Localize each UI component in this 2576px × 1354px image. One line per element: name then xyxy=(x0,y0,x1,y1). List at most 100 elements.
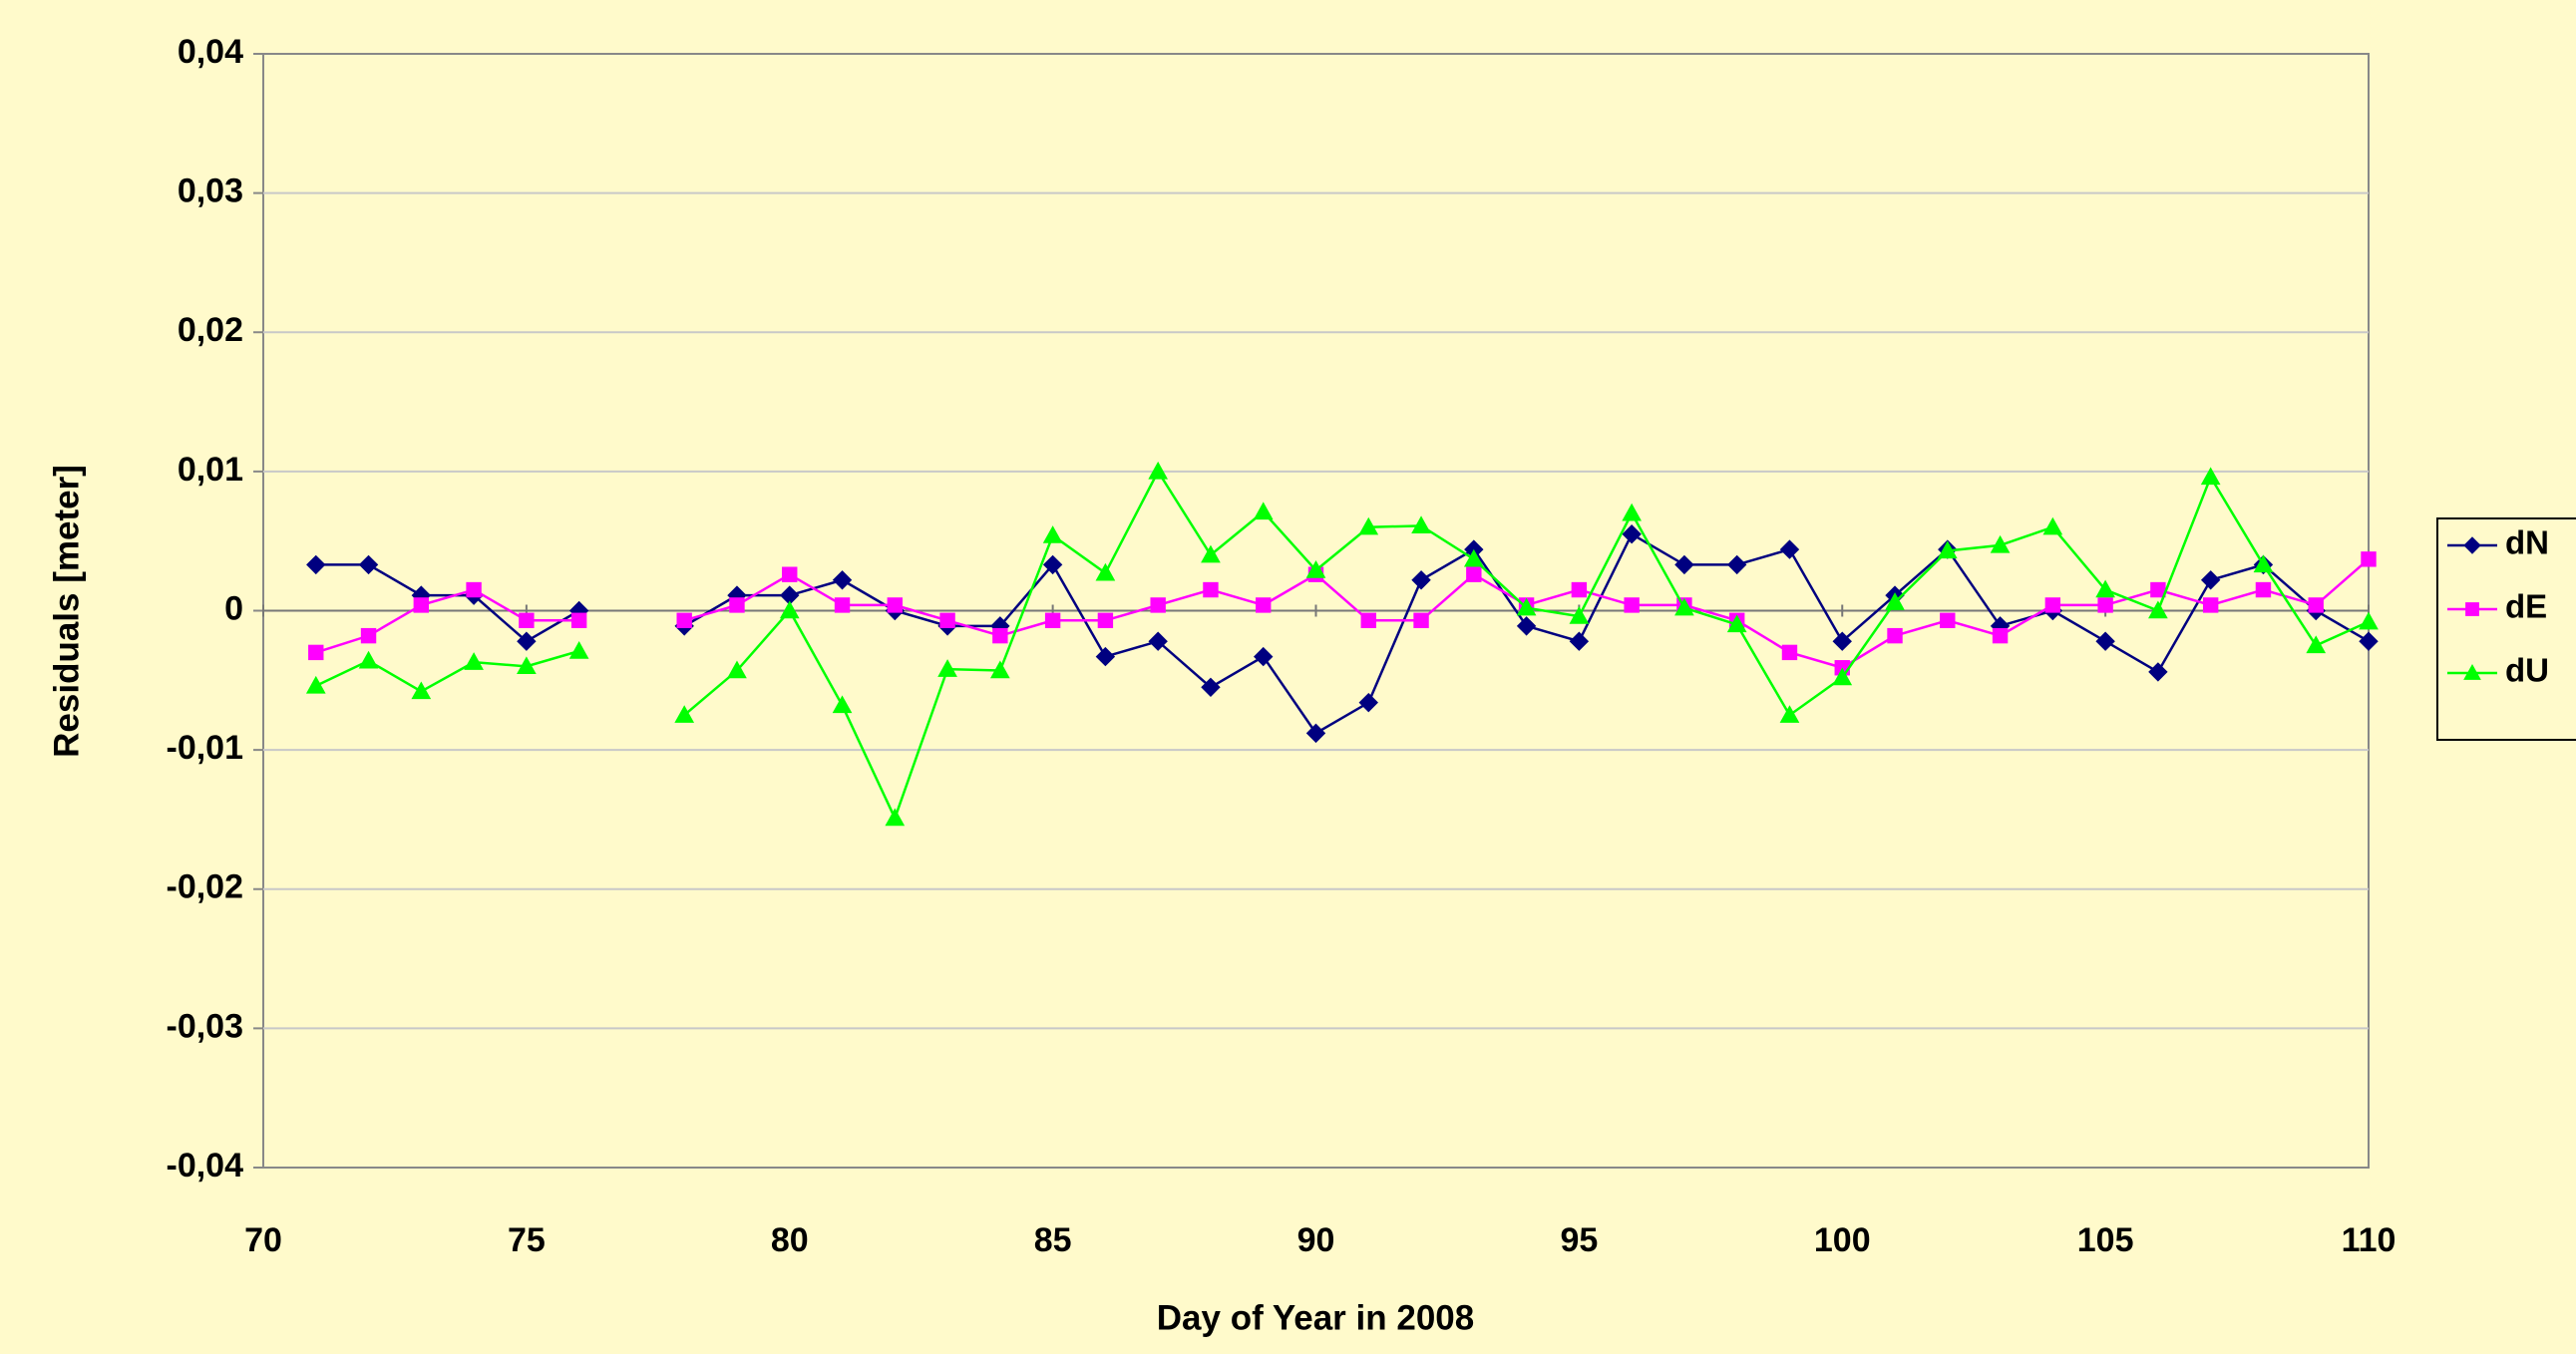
legend-label: dN xyxy=(2505,524,2549,561)
data-point xyxy=(358,650,379,669)
y-tick-label: -0,04 xyxy=(167,1147,244,1185)
data-point xyxy=(2200,467,2221,486)
data-point xyxy=(2148,662,2168,682)
data-point xyxy=(1937,540,1958,559)
data-point xyxy=(2359,631,2379,651)
data-point xyxy=(782,566,798,582)
data-point xyxy=(1044,612,1061,628)
data-point xyxy=(2095,579,2115,598)
data-point xyxy=(1463,548,1484,567)
data-point xyxy=(2253,554,2274,573)
legend-box xyxy=(2436,517,2576,741)
data-point xyxy=(2095,631,2115,651)
x-tick-label: 100 xyxy=(1814,1221,1871,1259)
data-point xyxy=(1622,523,1642,544)
data-point xyxy=(1569,631,1590,651)
data-point xyxy=(519,612,535,628)
x-tick-label: 70 xyxy=(244,1221,282,1259)
legend-marker xyxy=(2463,536,2481,554)
data-point xyxy=(885,808,906,827)
data-point xyxy=(1254,646,1274,667)
data-point xyxy=(411,681,432,700)
data-point xyxy=(358,554,379,575)
data-point xyxy=(834,597,851,613)
y-tick-label: -0,02 xyxy=(167,868,244,906)
data-point xyxy=(1990,534,2011,553)
data-point xyxy=(832,570,853,590)
x-tick-label: 105 xyxy=(2077,1221,2134,1259)
data-point xyxy=(1148,461,1169,480)
data-point xyxy=(1305,559,1326,578)
data-point xyxy=(2306,635,2327,654)
data-point xyxy=(1674,554,1694,575)
data-point xyxy=(2361,551,2377,567)
data-point xyxy=(832,695,853,714)
data-point xyxy=(1466,566,1482,582)
x-tick-label: 95 xyxy=(1560,1221,1598,1259)
data-point xyxy=(1569,606,1590,624)
data-point xyxy=(305,675,326,694)
y-tick-label: -0,03 xyxy=(167,1007,244,1045)
data-point xyxy=(937,659,957,677)
data-point xyxy=(2200,570,2221,590)
data-point xyxy=(1411,515,1431,534)
data-point xyxy=(1148,631,1168,651)
data-point xyxy=(306,554,326,575)
data-point xyxy=(1042,554,1063,575)
data-point xyxy=(1150,597,1166,613)
x-tick-label: 90 xyxy=(1297,1221,1335,1259)
data-point xyxy=(360,627,377,644)
data-point xyxy=(2202,597,2219,613)
data-point xyxy=(727,660,747,679)
data-point xyxy=(1201,677,1221,698)
legend-label: dU xyxy=(2505,652,2549,689)
data-point xyxy=(517,631,537,651)
x-tick-label: 80 xyxy=(771,1221,809,1259)
y-tick-label: 0,04 xyxy=(178,33,243,71)
data-point xyxy=(2255,581,2272,598)
x-tick-label: 85 xyxy=(1034,1221,1072,1259)
data-point xyxy=(1042,525,1063,543)
data-point xyxy=(1779,539,1800,559)
y-axis-title: Residuals [meter] xyxy=(47,465,86,758)
data-point xyxy=(1516,597,1537,616)
legend-marker xyxy=(2463,663,2481,680)
data-point xyxy=(1360,612,1376,628)
legend-marker xyxy=(2465,602,2479,616)
data-point xyxy=(939,612,955,628)
data-point xyxy=(2042,516,2063,535)
data-point xyxy=(1413,612,1429,628)
data-point xyxy=(1203,581,1219,598)
data-point xyxy=(779,600,800,619)
data-point xyxy=(990,660,1010,679)
data-point xyxy=(1885,592,1905,610)
data-point xyxy=(992,627,1008,644)
data-point xyxy=(1781,644,1798,661)
data-point xyxy=(1674,597,1694,616)
data-point xyxy=(1887,627,1903,644)
data-point xyxy=(1726,554,1747,575)
x-tick-label: 110 xyxy=(2342,1221,2396,1259)
data-point xyxy=(729,597,745,613)
data-point xyxy=(1095,562,1116,581)
y-tick-label: 0,01 xyxy=(178,451,243,489)
data-point xyxy=(1624,597,1640,613)
data-point xyxy=(1832,631,1852,651)
data-point xyxy=(413,597,430,613)
data-point xyxy=(1992,627,2009,644)
y-tick-label: 0,03 xyxy=(178,172,243,210)
data-point xyxy=(676,612,692,628)
data-point xyxy=(2044,597,2061,613)
legend-label: dE xyxy=(2505,588,2547,625)
data-point xyxy=(568,640,589,659)
data-point xyxy=(570,612,587,628)
data-point xyxy=(308,644,324,661)
data-point xyxy=(2148,600,2168,619)
data-point xyxy=(1411,570,1431,590)
data-point xyxy=(1622,503,1642,521)
data-point xyxy=(1256,597,1272,613)
data-point xyxy=(1726,614,1747,633)
data-point xyxy=(1571,581,1588,598)
data-point xyxy=(2097,597,2113,613)
